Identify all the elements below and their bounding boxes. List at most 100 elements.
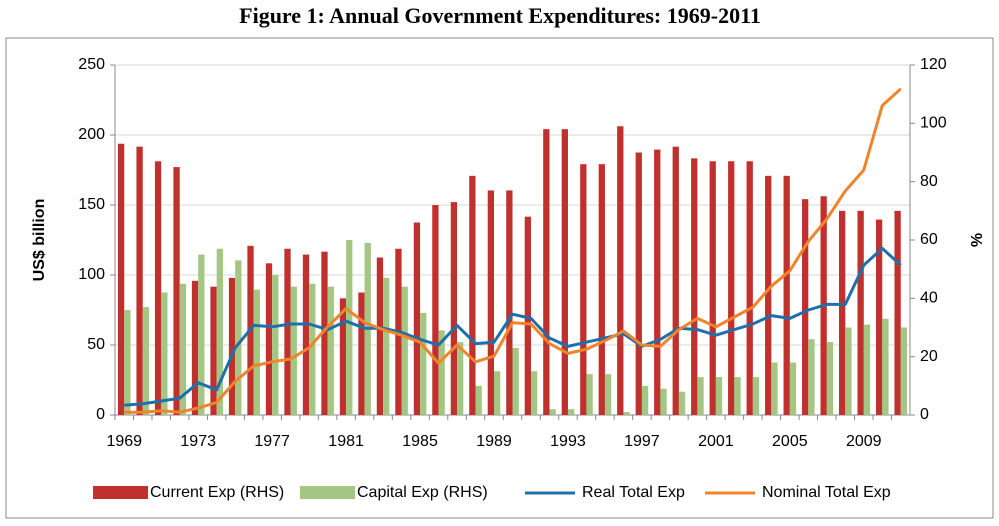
bar <box>530 371 538 415</box>
legend-label: Nominal Total Exp <box>762 484 891 501</box>
bar <box>783 175 790 415</box>
bar <box>216 248 223 415</box>
bar <box>604 374 612 415</box>
bar <box>154 161 162 415</box>
bar <box>512 347 519 415</box>
bar <box>839 210 846 415</box>
y2-tick-label: 0 <box>920 406 929 423</box>
bar <box>210 286 217 415</box>
bar <box>198 254 205 415</box>
bar <box>321 251 328 415</box>
bar <box>265 263 273 415</box>
y2-tick-label: 40 <box>920 290 938 307</box>
y-tick-label: 150 <box>78 196 105 213</box>
bar <box>567 409 575 415</box>
bar <box>253 289 260 415</box>
bar <box>358 292 365 415</box>
chart-title: Figure 1: Annual Government Expenditures… <box>239 3 761 28</box>
x-tick-label: 1989 <box>476 433 512 450</box>
y-tick-label: 50 <box>87 336 105 353</box>
bar <box>383 277 390 415</box>
bar <box>857 210 864 415</box>
bar <box>875 219 883 415</box>
bar <box>752 377 760 415</box>
bar <box>789 362 797 415</box>
bar <box>524 216 531 415</box>
bar <box>302 254 310 415</box>
x-tick-label: 1985 <box>402 433 438 450</box>
bar <box>900 327 908 415</box>
bar <box>191 280 199 415</box>
bar <box>598 164 605 415</box>
y-tick-label: 100 <box>78 266 105 283</box>
bar <box>438 330 445 415</box>
legend-label: Real Total Exp <box>582 484 685 501</box>
bar <box>617 126 624 415</box>
y2-tick-label: 20 <box>920 348 938 365</box>
x-tick-label: 1981 <box>328 433 364 450</box>
bar <box>432 205 439 415</box>
bar <box>413 222 421 415</box>
bar <box>475 385 482 415</box>
bar <box>339 298 347 415</box>
bar <box>623 412 630 415</box>
line <box>124 246 902 407</box>
legend-swatch <box>93 486 148 499</box>
bar <box>235 260 242 415</box>
bar <box>117 143 125 415</box>
bar <box>765 175 772 415</box>
y2-tick-label: 100 <box>920 115 947 132</box>
chart-frame <box>5 37 994 519</box>
bar <box>746 161 753 415</box>
y2-tick-label: 60 <box>920 231 938 248</box>
bar <box>802 199 809 415</box>
bar <box>641 385 649 415</box>
bar <box>327 286 334 415</box>
x-tick-label: 1969 <box>106 433 142 450</box>
x-tick-label: 1997 <box>624 433 660 450</box>
legend-swatch <box>300 486 355 499</box>
bar <box>284 248 291 415</box>
bar <box>376 257 384 415</box>
bar <box>691 158 698 416</box>
bar <box>580 164 587 415</box>
bar <box>808 339 815 415</box>
bar <box>543 129 550 415</box>
bar <box>124 310 131 415</box>
bar <box>586 374 593 415</box>
legend-label: Current Exp (RHS) <box>150 484 284 501</box>
bar <box>346 240 353 415</box>
x-tick-label: 2001 <box>698 433 734 450</box>
bar <box>420 312 427 415</box>
bar <box>654 149 661 416</box>
bar <box>894 210 901 415</box>
y2-tick-label: 80 <box>920 173 938 190</box>
x-tick-label: 1973 <box>180 433 216 450</box>
bar <box>179 283 186 415</box>
bar <box>734 377 741 415</box>
bar <box>290 286 297 415</box>
y-tick-label: 0 <box>96 406 105 423</box>
bar <box>882 318 889 415</box>
bar <box>771 362 778 415</box>
bar <box>487 190 495 415</box>
y-tick-label: 250 <box>78 56 105 73</box>
bar <box>457 342 464 415</box>
bar <box>709 161 716 415</box>
bar <box>469 175 476 415</box>
bar <box>678 391 686 415</box>
bar <box>173 167 180 415</box>
bar <box>549 409 556 415</box>
y-axis-label: US$ billion <box>31 199 48 282</box>
bar <box>715 377 723 415</box>
bar <box>136 146 143 415</box>
bar <box>845 327 852 415</box>
x-tick-label: 2005 <box>772 433 808 450</box>
bar <box>401 286 408 415</box>
x-tick-label: 1977 <box>254 433 290 450</box>
x-tick-label: 2009 <box>846 433 882 450</box>
bar <box>142 307 150 415</box>
bar <box>309 283 316 415</box>
bar <box>728 161 735 415</box>
